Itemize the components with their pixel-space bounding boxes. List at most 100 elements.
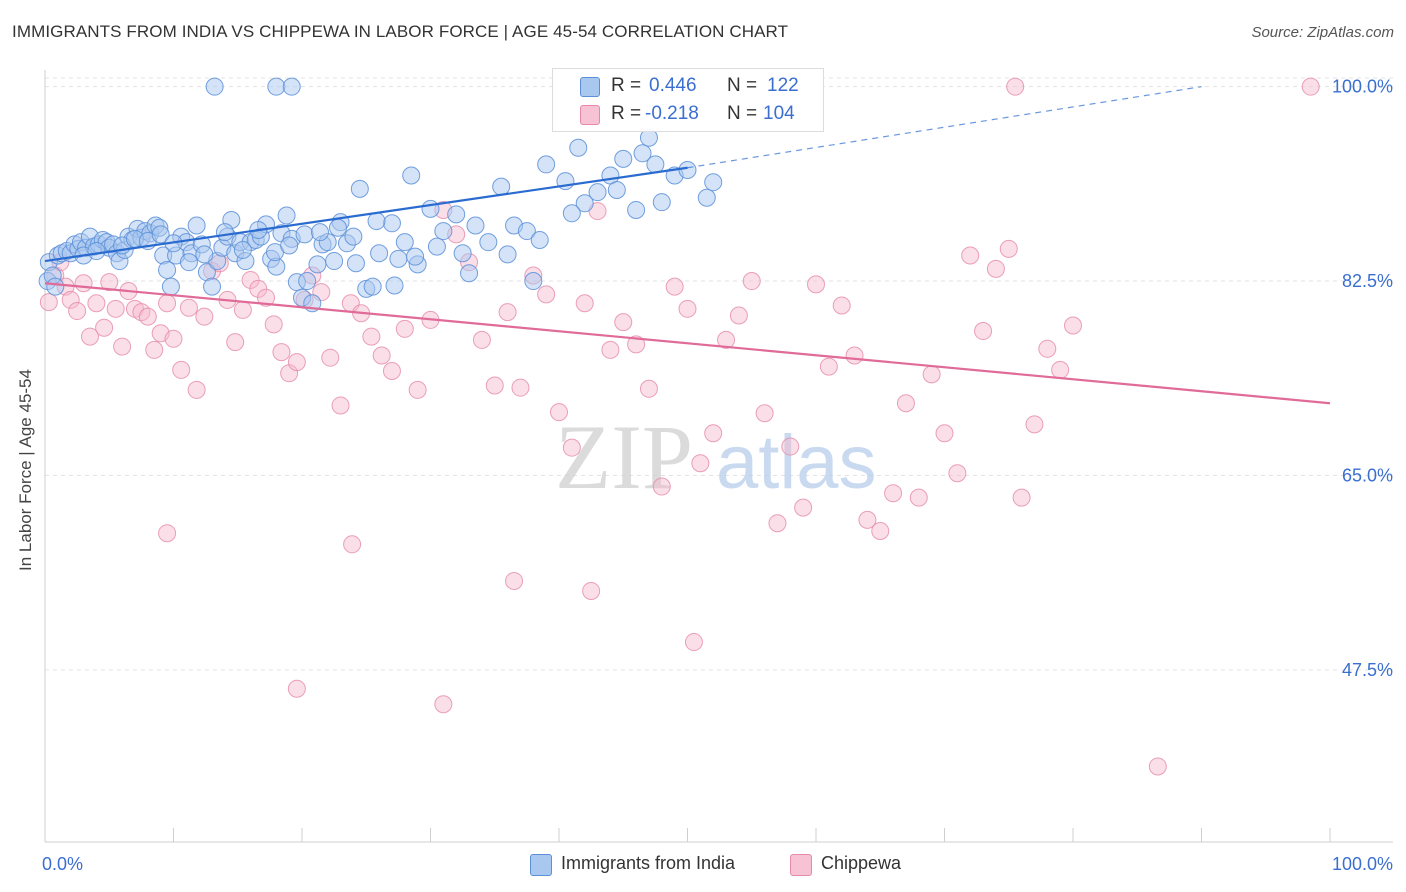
chippewa-point	[158, 524, 177, 543]
chippewa-point	[627, 335, 646, 354]
chippewa-point	[832, 296, 851, 315]
chippewa-point	[794, 498, 813, 517]
chippewa-point	[871, 521, 890, 540]
chippewa-point	[684, 633, 703, 652]
chippewa-point	[1006, 77, 1025, 96]
india-point	[421, 199, 440, 218]
legend-n-value-india: 122	[767, 75, 799, 96]
chippewa-point	[179, 298, 198, 317]
india-point	[517, 222, 536, 241]
india-point	[87, 242, 106, 261]
india-point	[646, 155, 665, 174]
chippewa-point	[819, 357, 838, 376]
chippewa-point	[272, 343, 291, 362]
chippewa-point	[505, 571, 524, 590]
india-point	[427, 237, 446, 256]
chippewa-point	[922, 365, 941, 384]
legend-n-value-chippewa: 104	[763, 103, 795, 124]
india-point	[678, 160, 697, 179]
india-point	[187, 216, 206, 235]
x-tick-label-max: 100.0%	[1332, 854, 1393, 874]
y-tick-label: 47.5%	[1342, 660, 1393, 680]
india-point	[697, 188, 716, 207]
india-point	[382, 214, 401, 233]
chippewa-point	[768, 514, 787, 533]
legend-r-label: R =	[611, 75, 642, 96]
chippewa-point	[550, 403, 568, 422]
india-point	[652, 193, 671, 212]
chippewa-point	[331, 396, 350, 415]
chart-title: IMMIGRANTS FROM INDIA VS CHIPPEWA IN LAB…	[12, 22, 789, 41]
legend-n-label: N =	[727, 103, 758, 124]
chippewa-point	[884, 484, 903, 503]
chippewa-point	[164, 329, 183, 348]
india-point	[460, 264, 479, 283]
chippewa-point	[287, 353, 306, 372]
india-point	[370, 244, 389, 263]
chippewa-point	[472, 330, 491, 349]
chippewa-point	[87, 294, 106, 313]
chippewa-point	[1012, 488, 1031, 507]
y-tick-label: 65.0%	[1342, 465, 1393, 485]
india-point	[328, 218, 347, 237]
y-tick-labels: 47.5% 65.0% 82.5% 100.0%	[1332, 77, 1393, 680]
chippewa-point	[68, 302, 87, 321]
india-point	[537, 155, 556, 174]
chippewa-point	[896, 394, 915, 413]
india-point	[524, 272, 543, 291]
gridlines	[45, 77, 1393, 671]
chippewa-point	[158, 294, 177, 313]
chippewa-point	[601, 340, 620, 359]
india-point	[569, 138, 588, 157]
india-point	[704, 173, 723, 192]
chippewa-point	[729, 306, 748, 325]
chippewa-point	[691, 454, 710, 473]
chippewa-point	[935, 424, 954, 443]
chippewa-point	[434, 695, 453, 714]
chippewa-point	[909, 488, 928, 507]
y-tick-label: 100.0%	[1332, 77, 1393, 97]
india-point	[395, 233, 414, 252]
india-point	[267, 77, 286, 96]
chippewa-point	[138, 307, 157, 326]
india-point	[350, 179, 369, 198]
chippewa-point	[652, 477, 671, 496]
x-tick-label-min: 0.0%	[42, 854, 83, 874]
chippewa-point	[845, 346, 864, 365]
chippewa-point	[1301, 77, 1320, 96]
chippewa-point	[395, 319, 414, 338]
india-point	[179, 253, 198, 272]
chippewa-point	[74, 274, 93, 293]
chippewa-point	[511, 378, 530, 397]
chippewa-point	[678, 299, 697, 318]
chippewa-point	[287, 679, 306, 698]
y-axis-label: In Labor Force | Age 45-54	[16, 369, 35, 571]
india-trend-extension	[687, 86, 1202, 169]
chippewa-points	[39, 77, 1320, 776]
chippewa-point	[233, 300, 252, 319]
chippewa-point	[498, 303, 517, 322]
chippewa-trend-line	[44, 282, 1331, 405]
chippewa-point	[1038, 339, 1057, 358]
legend-r-label: R =	[611, 103, 642, 124]
chippewa-point	[575, 294, 594, 313]
chippewa-point	[61, 290, 80, 309]
india-point	[215, 223, 234, 242]
chippewa-point	[1148, 757, 1167, 776]
chippewa-point	[974, 322, 993, 341]
india-point	[325, 252, 344, 271]
chippewa-point	[372, 346, 391, 365]
chippewa-point	[614, 313, 633, 332]
chippewa-point	[961, 246, 980, 265]
legend-r-value-india: 0.446	[649, 75, 697, 96]
chippewa-point	[807, 275, 825, 294]
india-point	[363, 277, 382, 296]
india-point	[530, 230, 549, 249]
chippewa-point	[858, 510, 877, 529]
chippewa-point	[257, 288, 276, 307]
india-trend-line	[44, 166, 688, 263]
india-point	[344, 227, 363, 246]
india-point	[205, 77, 224, 96]
watermark-zip: ZIP	[555, 406, 693, 508]
india-point	[406, 247, 425, 266]
